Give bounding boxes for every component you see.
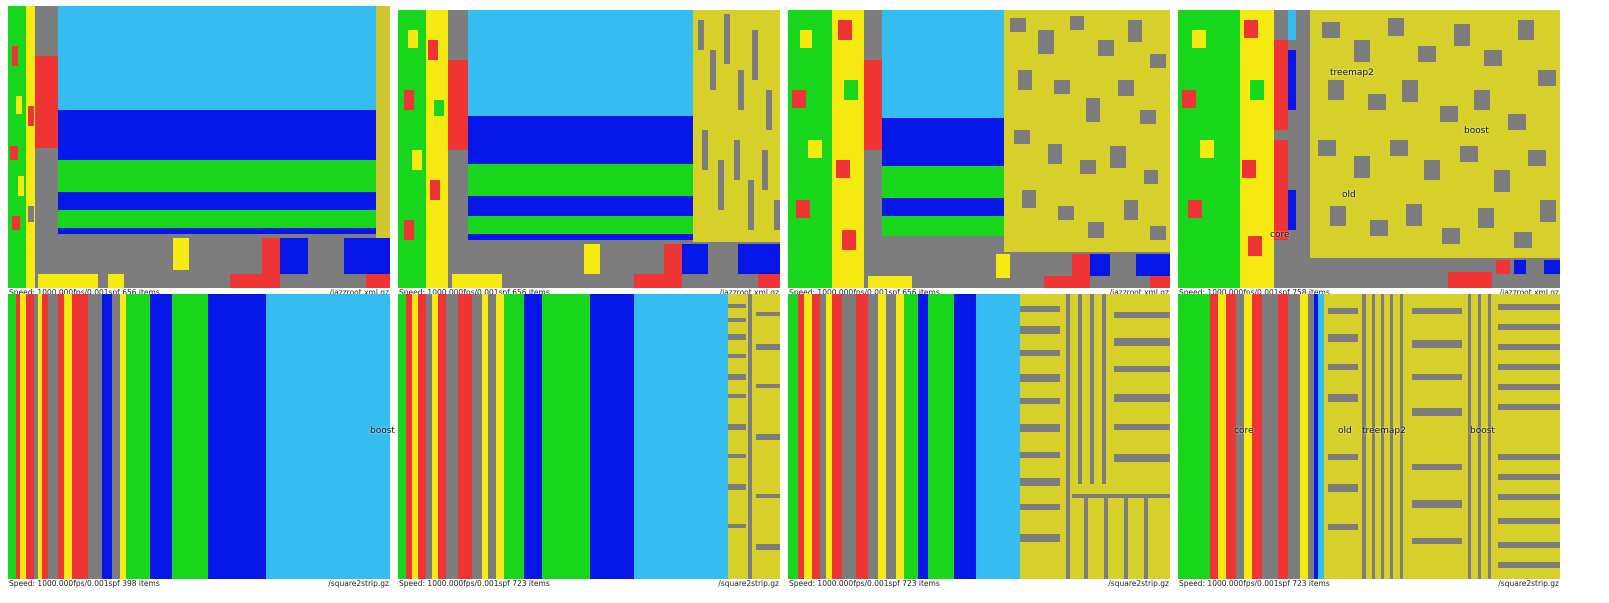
region-green — [58, 160, 376, 192]
region-green — [882, 216, 1004, 236]
cluster-label: old — [1338, 426, 1352, 436]
cluster-label: treemap2 — [1362, 426, 1406, 436]
region-lightblue — [58, 6, 376, 110]
strip-panel-2[interactable]: Speed: 1000.000fps/0.001spf 723 items /s… — [398, 294, 780, 590]
file-path: /square2strip.gz — [328, 579, 389, 588]
strip-canvas[interactable] — [788, 294, 1170, 579]
region-blue — [58, 192, 376, 210]
region-blue — [882, 198, 1004, 216]
status-bar: Speed: 1000.000fps/0.001spf 398 items /s… — [8, 579, 390, 589]
region-blue — [58, 110, 376, 160]
left-strip — [788, 10, 882, 288]
bottom-strip — [1274, 258, 1560, 288]
treemap-canvas[interactable] — [8, 6, 390, 288]
yellow-gray-grid — [1004, 10, 1170, 252]
treemap-panel-3[interactable]: Speed: 1000.000fps/0.001spf 656 items /j… — [788, 10, 1170, 300]
region-lightblue — [468, 10, 693, 116]
treemap-canvas[interactable] — [788, 10, 1170, 288]
speed-readout: Speed: 1000.000fps/0.001spf 723 items — [789, 579, 940, 588]
region-green — [468, 216, 693, 234]
file-path: /square2strip.gz — [1108, 579, 1169, 588]
status-bar: Speed: 1000.000fps/0.001spf 723 items /s… — [1178, 579, 1560, 589]
strip-canvas[interactable] — [1178, 294, 1560, 579]
speed-readout: Speed: 1000.000fps/0.001spf 723 items — [399, 579, 550, 588]
cluster-label: core — [1270, 230, 1290, 240]
speed-readout: Speed: 1000.000fps/0.001spf 656 items — [399, 288, 550, 297]
left-strip — [8, 6, 58, 288]
status-bar: Speed: 1000.000fps/0.001spf 656 items /j… — [398, 288, 780, 298]
status-bar: Speed: 1000.000fps/0.001spf 723 items /s… — [398, 579, 780, 589]
region-green — [468, 164, 693, 196]
yellow-gray-stripes — [728, 294, 780, 579]
cluster-label: boost — [1464, 126, 1489, 136]
bottom-strip — [864, 252, 1170, 288]
yellow-gray-grid — [693, 10, 780, 242]
region-lightblue — [882, 10, 1004, 118]
region-green — [58, 210, 376, 228]
left-strip — [1178, 10, 1310, 288]
treemap-canvas[interactable] — [398, 10, 780, 288]
status-bar: Speed: 1000.000fps/0.001spf 656 items /j… — [8, 288, 390, 298]
file-path: /jazzroot.xml.gz — [1109, 288, 1169, 297]
status-bar: Speed: 1000.000fps/0.001spf 723 items /s… — [788, 579, 1170, 589]
speed-readout: Speed: 1000.000fps/0.001spf 758 items — [1179, 288, 1330, 297]
treemap-panel-1[interactable]: Speed: 1000.000fps/0.001spf 656 items /j… — [8, 6, 390, 298]
bottom-strip — [35, 238, 390, 288]
speed-readout: Speed: 1000.000fps/0.001spf 656 items — [789, 288, 940, 297]
treemap-panel-2[interactable]: Speed: 1000.000fps/0.001spf 656 items /j… — [398, 10, 780, 300]
file-path: /square2strip.gz — [1498, 579, 1559, 588]
treemap-canvas[interactable] — [1178, 10, 1560, 288]
speed-readout: Speed: 1000.000fps/0.001spf 656 items — [9, 288, 160, 297]
strip-canvas[interactable] — [398, 294, 780, 579]
file-path: /jazzroot.xml.gz — [1499, 288, 1559, 297]
speed-readout: Speed: 1000.000fps/0.001spf 398 items — [9, 579, 160, 588]
left-strip — [398, 10, 468, 288]
yellow-gray-stripes — [1020, 294, 1170, 579]
yellow-gray-grid — [1310, 10, 1560, 258]
region-blue — [58, 228, 376, 234]
treemap-panel-4[interactable]: treemap2 boost old core Speed: 1000.000f… — [1178, 10, 1560, 300]
strip-panel-3[interactable]: Speed: 1000.000fps/0.001spf 723 items /s… — [788, 294, 1170, 590]
status-bar: Speed: 1000.000fps/0.001spf 656 items /j… — [788, 288, 1170, 298]
cluster-label: treemap2 — [1330, 68, 1374, 78]
cluster-label: old — [1342, 190, 1356, 200]
yellow-gray-stripes — [1328, 294, 1560, 579]
status-bar: Speed: 1000.000fps/0.001spf 758 items /j… — [1178, 288, 1560, 298]
region-blue — [882, 118, 1004, 166]
strip-panel-4[interactable]: core old treemap2 boost Speed: 1000.000f… — [1178, 294, 1560, 590]
file-path: /square2strip.gz — [718, 579, 779, 588]
strip-canvas[interactable] — [8, 294, 390, 579]
cluster-label: boost — [1470, 426, 1495, 436]
bottom-strip — [448, 242, 780, 288]
region-green — [882, 166, 1004, 198]
cluster-label: core — [1234, 426, 1254, 436]
region-blue — [468, 116, 693, 164]
file-path: /jazzroot.xml.gz — [719, 288, 779, 297]
strip-panel-1[interactable]: boost Speed: 1000.000fps/0.001spf 398 it… — [8, 294, 395, 590]
region-blue — [468, 196, 693, 216]
file-path: /jazzroot.xml.gz — [329, 288, 389, 297]
region-blue — [468, 234, 693, 240]
speed-readout: Speed: 1000.000fps/0.001spf 723 items — [1179, 579, 1330, 588]
cluster-label: boost — [370, 426, 395, 436]
